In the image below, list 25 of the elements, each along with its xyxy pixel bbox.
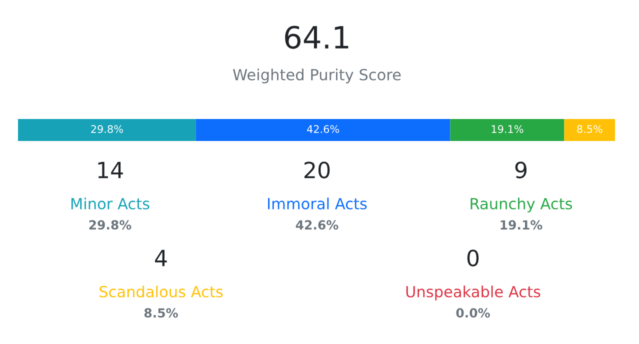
text: 20 [304, 162, 330, 178]
data-label: 42.6% [307, 125, 340, 134]
text: 19.1% [500, 220, 542, 230]
bar [18, 119, 196, 141]
data-label: 19.1% [492, 125, 524, 134]
text: Minor Acts [71, 198, 150, 210]
chart-subtitle: Weighted Purity Score [233, 68, 401, 84]
text: 42.6% [296, 220, 338, 230]
bar [450, 119, 564, 141]
data-label: 8.5% [577, 125, 602, 134]
text: 14 [98, 162, 123, 178]
text: 4 [155, 250, 167, 266]
text: Raunchy Acts [470, 198, 572, 212]
chart-title: 64.1 [285, 26, 348, 49]
text: 0.0% [456, 308, 490, 318]
text: 29.8% [89, 220, 132, 230]
text: Scandalous Acts [100, 286, 223, 298]
data-label: 29.8% [91, 125, 123, 134]
legend-label: Unspeakable Acts [406, 286, 540, 300]
text: 0 [467, 250, 479, 266]
bar [196, 119, 450, 141]
text: 9 [515, 162, 527, 178]
text: 8.5% [144, 308, 178, 318]
text: Immoral Acts [268, 198, 367, 210]
bar [564, 119, 615, 141]
